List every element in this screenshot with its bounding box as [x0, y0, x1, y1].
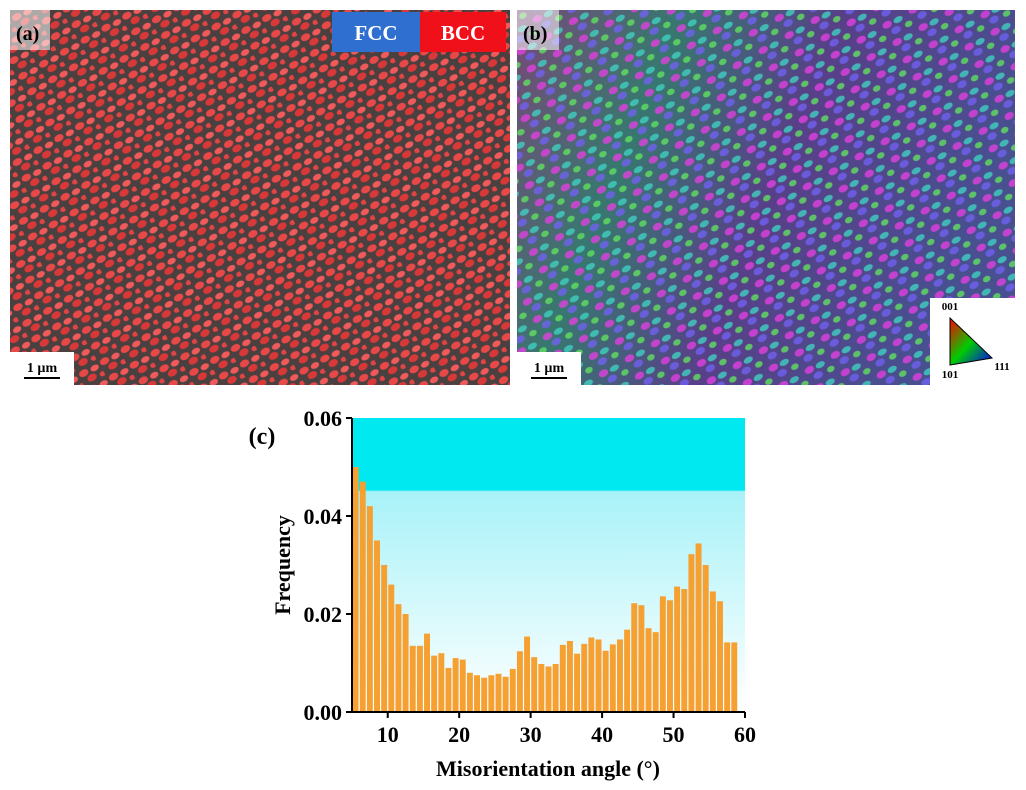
- plot: 0.00 0.02 0.04 0.06 10 20 30 40 50 60: [304, 406, 757, 747]
- x-tick-label: 20: [448, 722, 470, 747]
- bar: [516, 651, 523, 712]
- bar: [524, 636, 531, 712]
- legend-fcc: [332, 12, 420, 52]
- bar: [495, 673, 502, 712]
- bar: [552, 663, 559, 712]
- bar: [538, 663, 545, 712]
- bar: [431, 655, 438, 712]
- bar: [402, 614, 409, 712]
- legend-label: FCC: [354, 21, 397, 45]
- bar: [374, 540, 380, 712]
- bar: [409, 645, 416, 712]
- bar: [616, 639, 623, 712]
- x-tick-label: 60: [734, 722, 756, 747]
- bar: [667, 600, 673, 712]
- x-tick-label: 30: [520, 722, 542, 747]
- y-tick-label: 0.02: [304, 602, 343, 627]
- phase-map: [10, 10, 510, 385]
- bar: [645, 628, 652, 712]
- y-axis-label: Frequency: [270, 515, 295, 615]
- x-axis-label: Misorientation angle (°): [436, 756, 660, 781]
- bar: [502, 676, 509, 712]
- bar: [702, 565, 709, 712]
- bar: [531, 657, 538, 712]
- bar: [381, 565, 388, 712]
- bar: [588, 637, 595, 712]
- label-bg: [517, 10, 559, 50]
- bar: [581, 643, 588, 712]
- bar: [688, 554, 695, 712]
- bar: [638, 605, 645, 712]
- bar: [424, 633, 430, 712]
- y-tick-label: 0.06: [304, 406, 343, 431]
- bar: [624, 629, 631, 712]
- panel-label: (b): [523, 23, 547, 45]
- bar: [445, 667, 452, 712]
- ipf-key-label: 101: [942, 369, 959, 381]
- bar: [724, 642, 731, 712]
- bar: [416, 645, 423, 712]
- bar: [631, 603, 638, 712]
- bar: [695, 543, 702, 712]
- y-tick-label: 0.00: [304, 700, 343, 725]
- x-tick-label: 50: [663, 722, 685, 747]
- panel-label: (a): [16, 23, 39, 45]
- scale-bar-label: 1 µm: [534, 361, 565, 376]
- ipf-key-label: 111: [994, 361, 1009, 373]
- bar: [359, 481, 366, 712]
- legend-bcc: [420, 12, 506, 52]
- bar: [602, 650, 609, 712]
- bar: [681, 589, 688, 712]
- ipf-key-label: 001: [942, 301, 959, 313]
- bar: [366, 506, 373, 712]
- panel-label: (c): [249, 424, 276, 450]
- label-bg: [10, 10, 50, 50]
- bar: [395, 604, 402, 712]
- x-tick-label: 40: [591, 722, 613, 747]
- bar: [509, 668, 516, 712]
- bar: [659, 596, 666, 712]
- ipf-key: [949, 316, 994, 366]
- bar: [574, 653, 581, 712]
- legend-label: BCC: [441, 21, 485, 45]
- bar: [481, 677, 488, 712]
- bar: [352, 467, 359, 712]
- bar: [459, 659, 466, 712]
- x-tick-label: 10: [377, 722, 399, 747]
- bar: [731, 642, 738, 712]
- bar: [595, 639, 602, 712]
- bar: [474, 675, 481, 712]
- bar: [466, 672, 473, 712]
- bar: [674, 586, 681, 712]
- bar: [652, 632, 659, 712]
- scale-bg: [10, 352, 74, 385]
- scale-bg: [517, 352, 581, 385]
- y-tick-label: 0.04: [304, 504, 343, 529]
- scale-bar-label: 1 µm: [27, 361, 58, 376]
- bar: [388, 584, 395, 712]
- bar: [609, 644, 616, 712]
- bar: [566, 640, 573, 712]
- bar: [559, 644, 566, 712]
- bar: [488, 675, 495, 712]
- bar: [545, 666, 552, 712]
- bar: [452, 658, 459, 712]
- bar: [717, 601, 723, 712]
- bar: [709, 591, 716, 712]
- bar: [438, 653, 445, 712]
